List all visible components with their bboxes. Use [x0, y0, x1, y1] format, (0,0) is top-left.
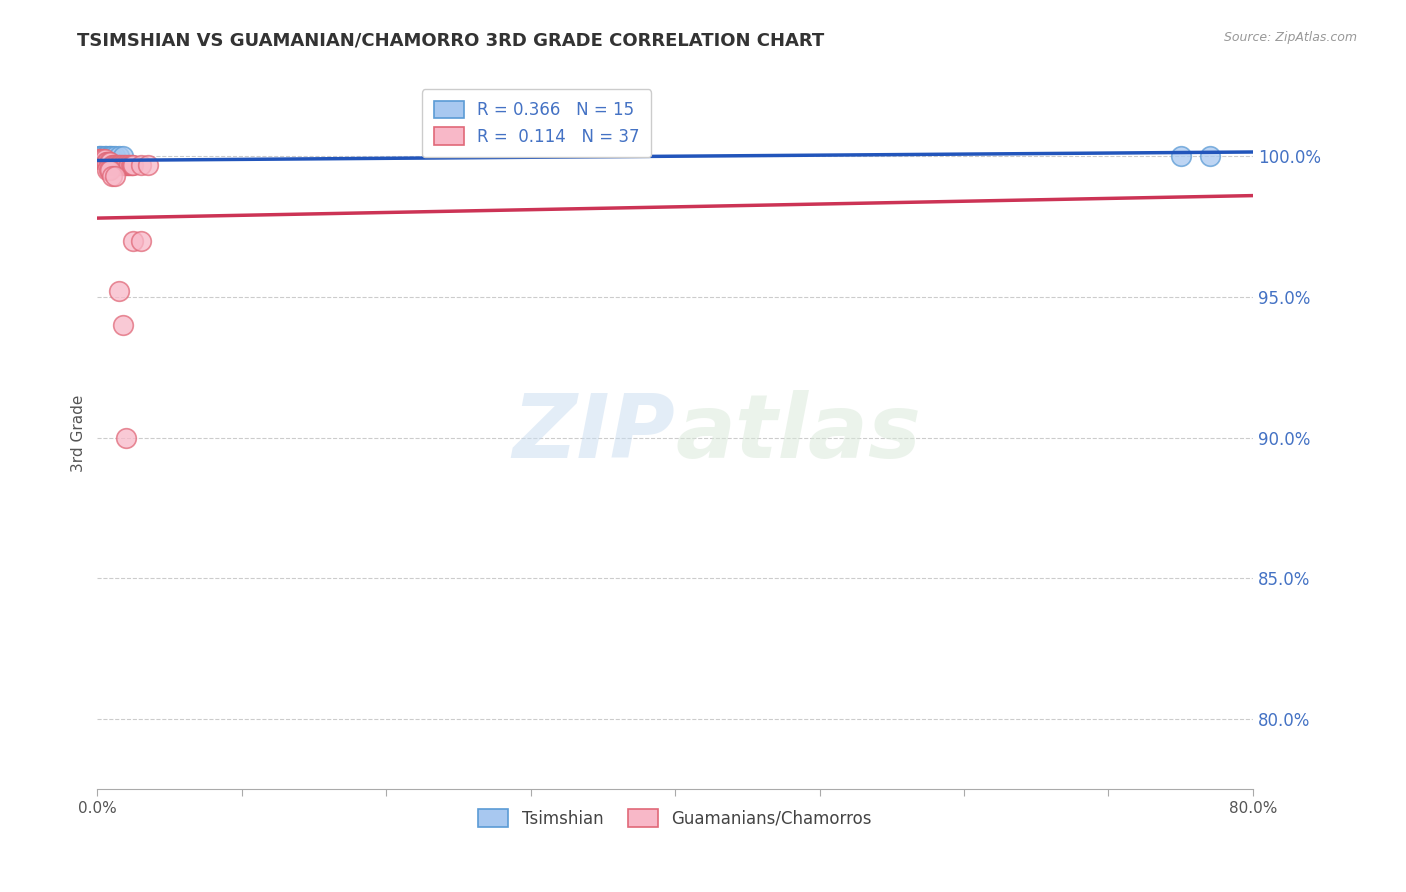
Point [97, 163, 120, 178]
Point [1198, 149, 1220, 163]
Point [91, 152, 114, 166]
Point [96, 163, 118, 178]
Point [96, 152, 118, 166]
Point [101, 149, 124, 163]
Point [112, 158, 135, 172]
Text: atlas: atlas [675, 390, 921, 477]
Point [94, 154, 117, 169]
Point [91, 152, 114, 166]
Point [90, 149, 112, 163]
Point [120, 158, 142, 172]
Y-axis label: 3rd Grade: 3rd Grade [72, 394, 86, 472]
Point [111, 158, 134, 172]
Point [87, 149, 110, 163]
Point [104, 149, 127, 163]
Point [108, 158, 131, 172]
Point [104, 158, 127, 172]
Point [122, 234, 145, 248]
Point [93, 149, 115, 163]
Point [93, 152, 115, 166]
Point [96, 154, 118, 169]
Point [105, 158, 128, 172]
Point [89, 149, 111, 163]
Point [107, 158, 129, 172]
Point [108, 285, 131, 299]
Point [112, 149, 135, 163]
Point [103, 158, 125, 172]
Point [97, 149, 120, 163]
Point [89, 152, 111, 166]
Point [121, 158, 143, 172]
Point [1170, 149, 1192, 163]
Point [118, 158, 141, 172]
Legend: Tsimshian, Guamanians/Chamorros: Tsimshian, Guamanians/Chamorros [471, 803, 879, 834]
Point [90, 152, 112, 166]
Point [114, 158, 136, 172]
Point [115, 431, 138, 445]
Point [87, 152, 110, 166]
Point [117, 158, 139, 172]
Point [108, 149, 131, 163]
Point [97, 154, 120, 169]
Point [112, 318, 135, 332]
Point [122, 158, 145, 172]
Point [110, 158, 132, 172]
Point [136, 158, 159, 172]
Text: Source: ZipAtlas.com: Source: ZipAtlas.com [1223, 31, 1357, 45]
Point [101, 169, 124, 183]
Point [104, 169, 127, 183]
Point [98, 154, 121, 169]
Point [115, 158, 138, 172]
Point [101, 158, 124, 172]
Point [98, 163, 121, 178]
Point [94, 149, 117, 163]
Point [129, 234, 152, 248]
Text: TSIMSHIAN VS GUAMANIAN/CHAMORRO 3RD GRADE CORRELATION CHART: TSIMSHIAN VS GUAMANIAN/CHAMORRO 3RD GRAD… [77, 31, 824, 49]
Text: ZIP: ZIP [512, 390, 675, 477]
Point [129, 158, 152, 172]
Point [98, 149, 121, 163]
